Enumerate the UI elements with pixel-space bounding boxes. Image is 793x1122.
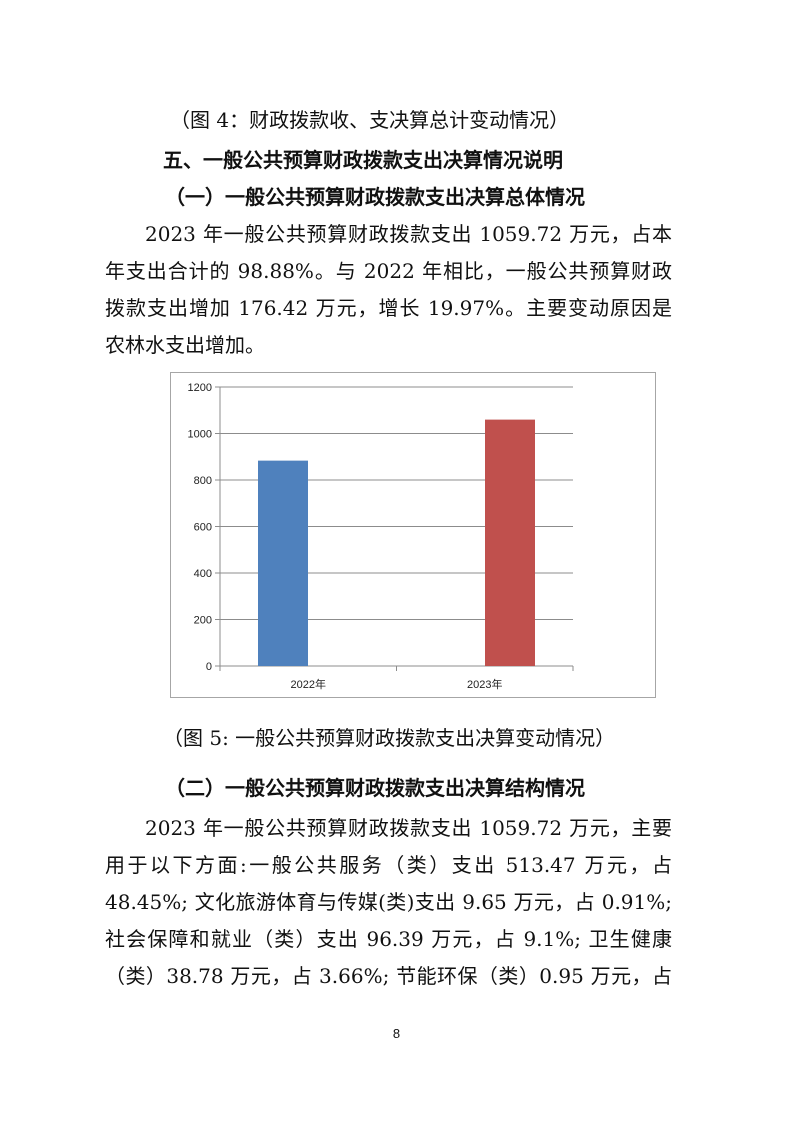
y-tick-label: 400 — [194, 568, 212, 580]
paragraph-2-line: 2023 年一般公共预算财政拨款支出 1059.72 万元，主要 — [145, 816, 672, 840]
bar-2023年 — [485, 419, 535, 666]
figure-4-caption: （图 4：财政拨款收、支决算总计变动情况） — [170, 108, 570, 132]
y-tick-label: 800 — [194, 475, 212, 487]
paragraph-1-line: 年支出合计的 98.88%。与 2022 年相比，一般公共预算财政 — [105, 259, 672, 283]
paragraph-2-line: 48.45%; 文化旅游体育与传媒(类)支出 9.65 万元，占 0.91%; — [105, 890, 672, 914]
x-tick-label: 2022年 — [291, 677, 326, 691]
section-heading: 五、一般公共预算财政拨款支出决算情况说明 — [163, 148, 563, 172]
expenditure-bar-chart: 0 200 400 600 800 1000 1200 2022年 2023年 — [170, 372, 656, 698]
paragraph-1-line: 农林水支出增加。 — [105, 333, 265, 357]
paragraph-2-line: 用于以下方面:一般公共服务（类）支出 513.47 万元，占 — [105, 853, 672, 877]
y-tick-label: 200 — [194, 615, 212, 627]
subsection-1-heading: （一）一般公共预算财政拨款支出决算总体情况 — [165, 185, 585, 209]
bar-2022年 — [258, 460, 308, 666]
paragraph-2-line: （类）38.78 万元，占 3.66%; 节能环保（类）0.95 万元，占 — [105, 964, 672, 988]
y-tick-label: 1200 — [188, 382, 212, 394]
paragraph-1-line: 拨款支出增加 176.42 万元，增长 19.97%。主要变动原因是 — [105, 296, 672, 320]
chart-frame — [170, 372, 656, 698]
y-tick-label: 0 — [206, 661, 212, 673]
paragraph-1-line: 2023 年一般公共预算财政拨款支出 1059.72 万元，占本 — [145, 222, 672, 246]
x-tick-label: 2023年 — [467, 677, 502, 691]
paragraph-2-line: 社会保障和就业（类）支出 96.39 万元，占 9.1%; 卫生健康 — [105, 927, 672, 951]
subsection-2-heading: （二）一般公共预算财政拨款支出决算结构情况 — [165, 776, 585, 800]
page-number: 8 — [392, 1026, 401, 1041]
y-tick-label: 600 — [194, 522, 212, 534]
y-tick-label: 1000 — [188, 429, 212, 441]
figure-5-caption: （图 5: 一般公共预算财政拨款支出决算变动情况） — [163, 726, 616, 750]
